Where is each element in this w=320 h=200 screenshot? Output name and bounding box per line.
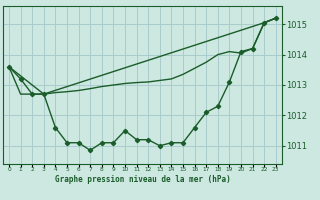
X-axis label: Graphe pression niveau de la mer (hPa): Graphe pression niveau de la mer (hPa) bbox=[54, 175, 230, 184]
